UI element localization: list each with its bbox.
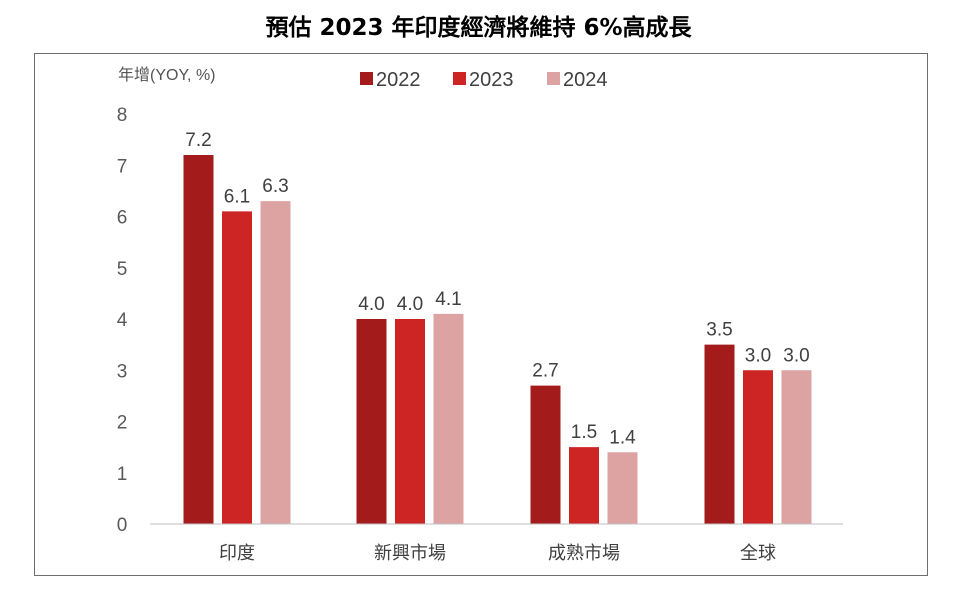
bar-2022-3 bbox=[704, 344, 735, 524]
y-tick-label: 8 bbox=[117, 105, 128, 126]
bar-2022-0 bbox=[183, 155, 214, 524]
bars bbox=[183, 155, 812, 524]
data-label: 3.0 bbox=[745, 345, 771, 366]
category-label: 印度 bbox=[219, 543, 255, 563]
legend-swatch-2023 bbox=[453, 72, 466, 85]
category-labels: 印度 新興市場 成熟市場 全球 bbox=[219, 543, 776, 563]
data-label: 6.1 bbox=[224, 186, 250, 207]
y-tick-label: 2 bbox=[117, 413, 128, 434]
data-label: 1.4 bbox=[609, 427, 636, 448]
data-label: 1.5 bbox=[571, 422, 597, 443]
category-label: 新興市場 bbox=[374, 543, 446, 563]
category-label: 成熟市場 bbox=[548, 543, 620, 563]
bar-2024-3 bbox=[781, 370, 812, 524]
bar-2023-2 bbox=[569, 447, 599, 524]
y-tick-label: 6 bbox=[117, 208, 128, 229]
data-label: 4.1 bbox=[435, 289, 461, 310]
legend-label: 2022 bbox=[376, 69, 421, 91]
legend-label: 2023 bbox=[469, 69, 514, 91]
legend-swatch-2024 bbox=[547, 72, 560, 85]
chart-frame bbox=[34, 53, 928, 576]
bar-2022-2 bbox=[530, 385, 561, 524]
data-label: 3.5 bbox=[706, 320, 732, 341]
bar-2023-0 bbox=[222, 211, 252, 524]
data-label: 7.2 bbox=[185, 130, 211, 151]
category-label: 全球 bbox=[740, 543, 776, 563]
y-tick-label: 4 bbox=[117, 310, 128, 331]
bar-2023-3 bbox=[743, 370, 773, 524]
y-tick-label: 7 bbox=[117, 156, 128, 177]
y-axis-unit-label: 年增(YOY, %) bbox=[118, 66, 216, 84]
legend-label: 2024 bbox=[563, 69, 608, 91]
bar-2024-1 bbox=[433, 313, 464, 524]
data-label: 4.0 bbox=[397, 294, 423, 315]
legend: 2022 2023 2024 bbox=[360, 69, 608, 91]
data-label: 3.0 bbox=[783, 345, 809, 366]
data-labels: 7.2 6.1 6.3 4.0 4.0 4.1 2.7 1.5 1.4 3.5 3.0 3.0 bbox=[185, 130, 809, 448]
bar-2023-1 bbox=[395, 319, 425, 524]
bar-2024-2 bbox=[607, 452, 638, 524]
legend-swatch-2022 bbox=[360, 72, 373, 85]
y-tick-label: 0 bbox=[117, 515, 128, 536]
y-tick-label: 5 bbox=[117, 259, 128, 280]
data-label: 6.3 bbox=[262, 176, 288, 197]
chart-title: 預估 2023 年印度經濟將維持 6%高成長 bbox=[265, 15, 692, 41]
bar-2024-0 bbox=[260, 201, 291, 524]
data-label: 2.7 bbox=[532, 361, 558, 382]
y-tick-label: 3 bbox=[117, 361, 128, 382]
bar-2022-1 bbox=[356, 319, 387, 524]
y-tick-label: 1 bbox=[117, 464, 128, 485]
y-axis-ticks: 0 1 2 3 4 5 6 7 8 bbox=[117, 105, 128, 536]
data-label: 4.0 bbox=[358, 294, 384, 315]
